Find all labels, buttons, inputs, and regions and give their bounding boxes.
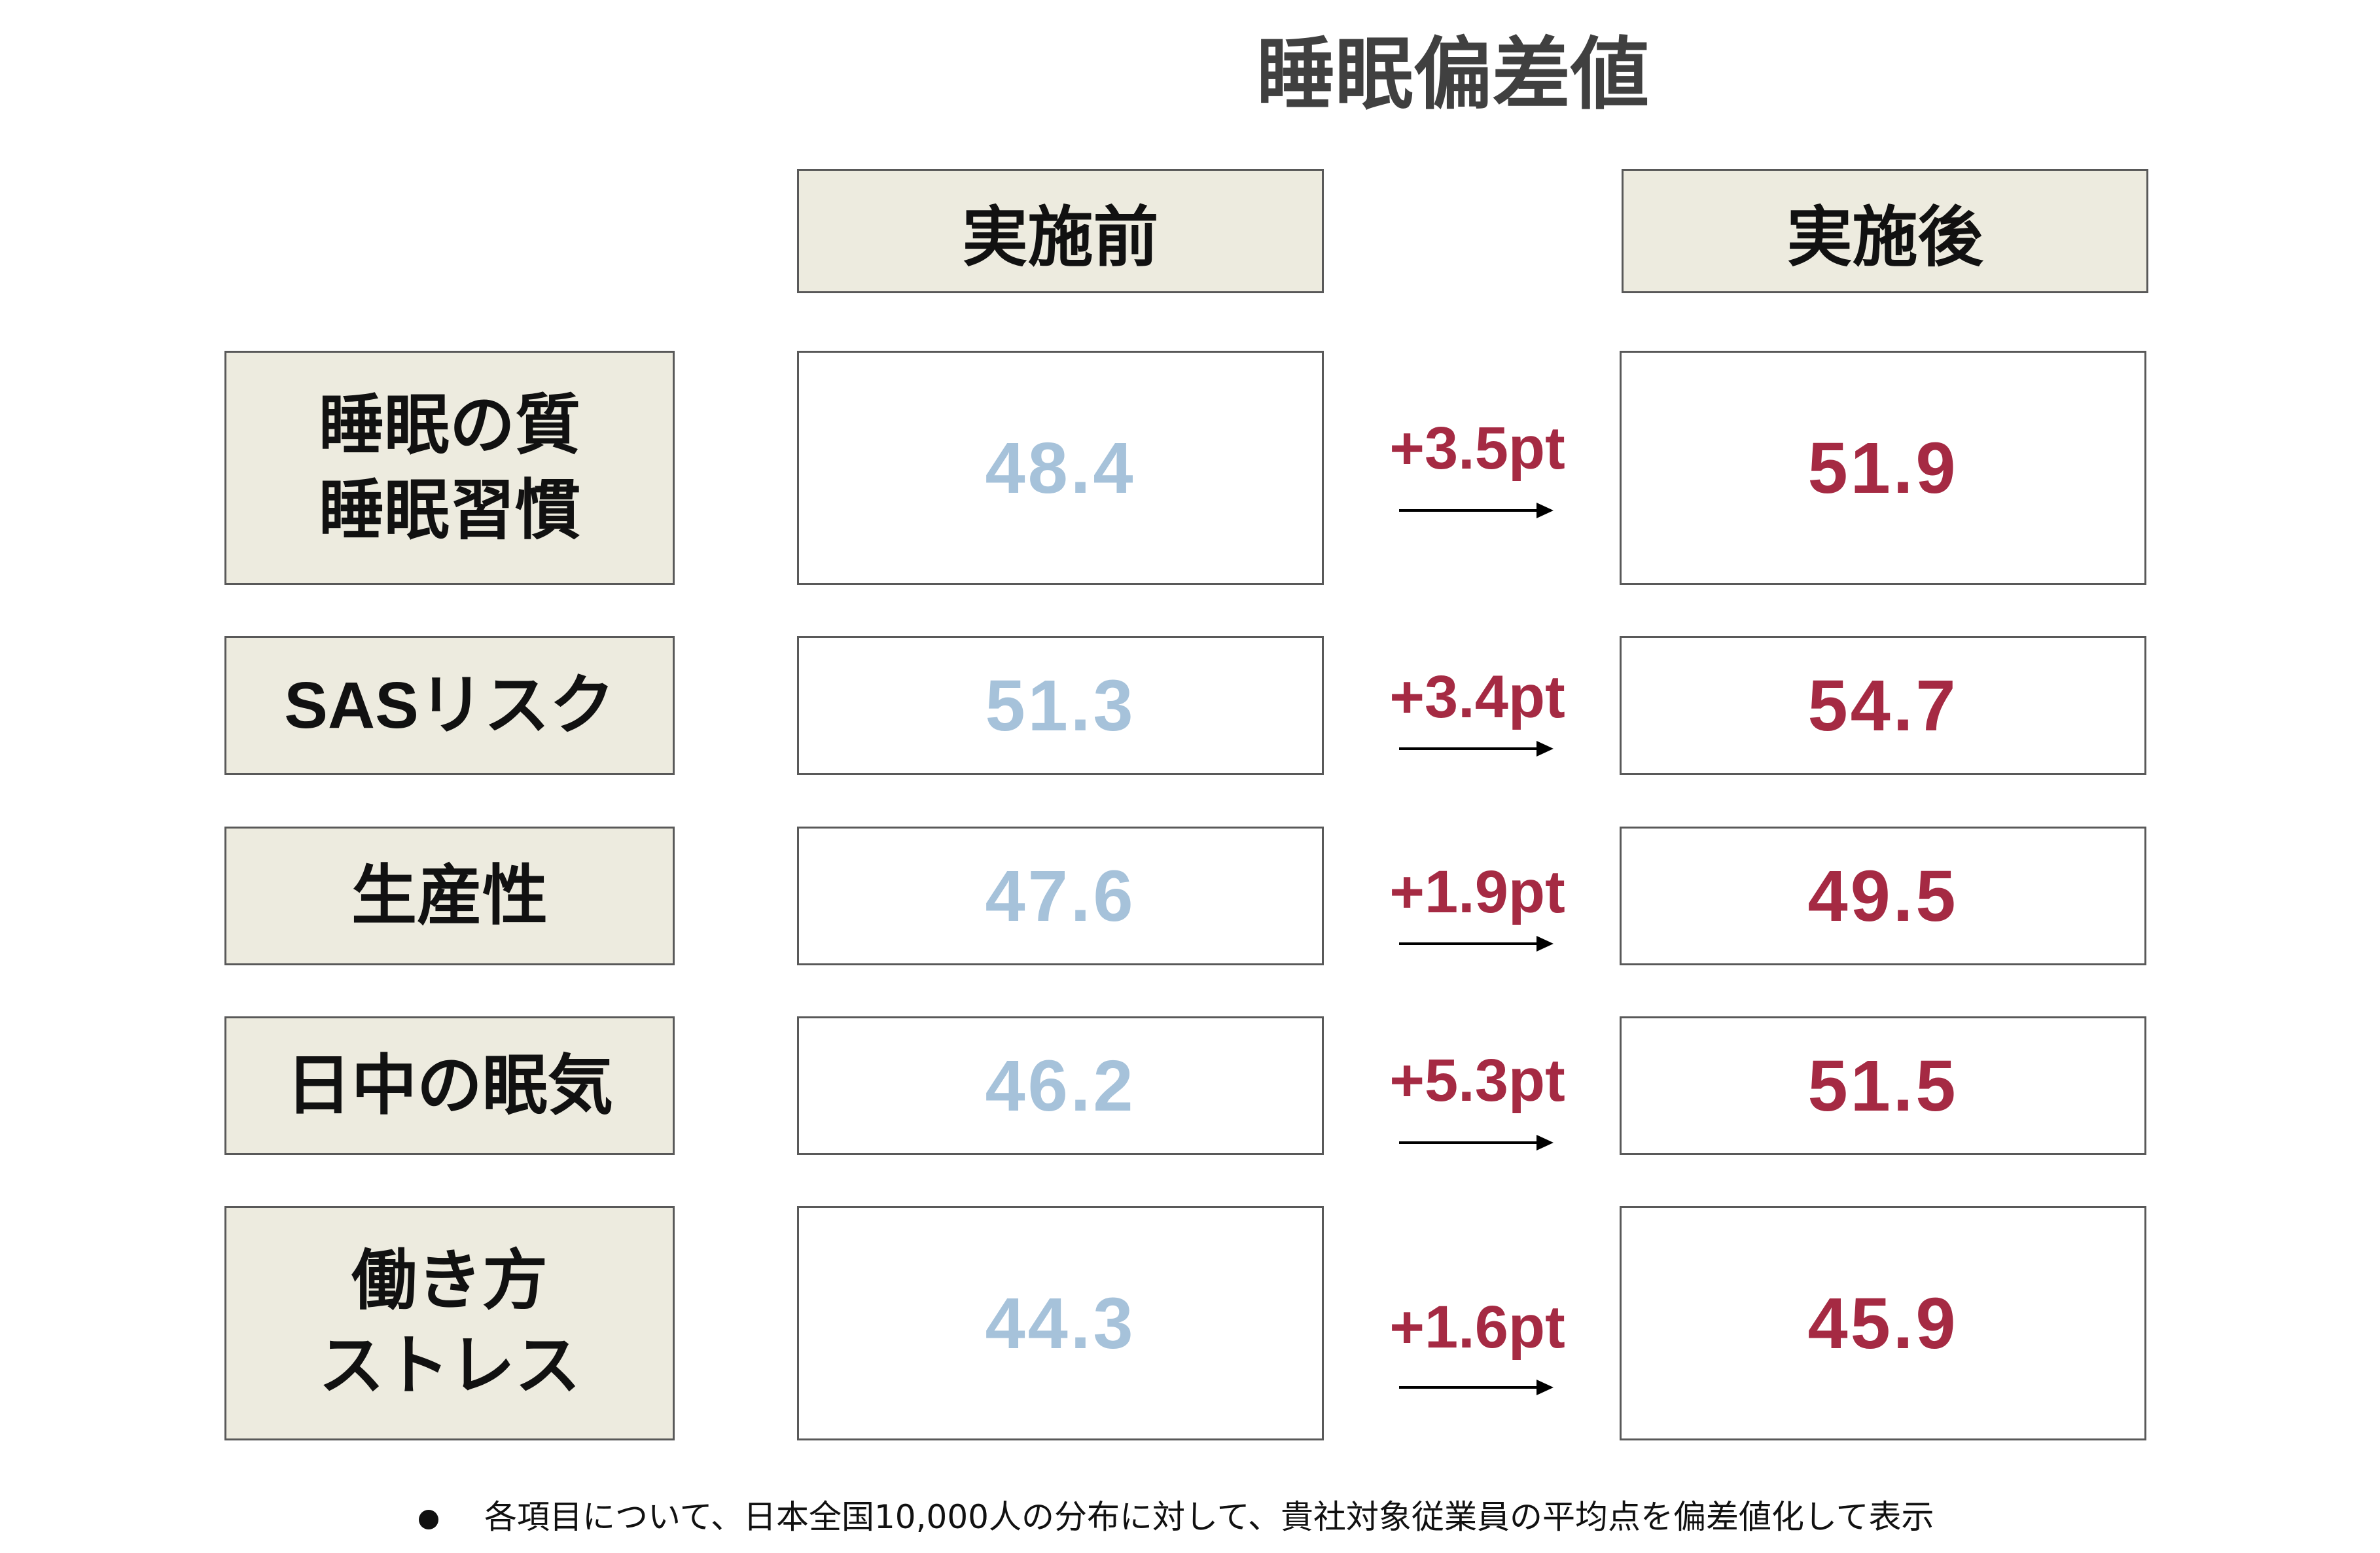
- before-value: 48.4: [797, 351, 1324, 585]
- row-label-line: 睡眠の質: [319, 387, 580, 463]
- footnote-text: 各項目について、日本全国10,000人の分布に対して、貴社対象従業員の平均点を偏…: [484, 1498, 1934, 1536]
- arrow-icon: [1399, 1141, 1540, 1144]
- row-label-line: 日中の眠気: [286, 1047, 613, 1124]
- delta-label: +1.6pt: [1389, 1294, 1565, 1361]
- after-value: 49.5: [1620, 827, 2146, 965]
- before-value: 44.3: [797, 1206, 1324, 1440]
- column-header-before: 実施前: [797, 169, 1324, 293]
- page-title: 睡眠偏差値: [1256, 29, 1649, 120]
- before-value: 46.2: [797, 1016, 1324, 1155]
- arrow-head-icon: [1536, 936, 1554, 952]
- arrow-head-icon: [1536, 1135, 1554, 1151]
- delta-label: +1.9pt: [1389, 859, 1565, 925]
- column-header-after: 実施後: [1622, 169, 2148, 293]
- arrow-head-icon: [1536, 741, 1554, 757]
- arrow-head-icon: [1536, 503, 1554, 518]
- arrow-icon: [1399, 1386, 1540, 1389]
- row-label-sas-risk: SASリスク: [224, 636, 675, 775]
- row-label-line: ストレス: [319, 1327, 580, 1404]
- delta-label: +3.5pt: [1389, 415, 1565, 482]
- after-value: 54.7: [1620, 636, 2146, 775]
- arrow-icon: [1399, 509, 1540, 512]
- delta-label: +3.4pt: [1389, 664, 1565, 730]
- row-label-line: 生産性: [351, 857, 548, 934]
- after-value: 51.5: [1620, 1016, 2146, 1155]
- arrow-icon: [1399, 747, 1540, 750]
- delta-label: +5.3pt: [1389, 1047, 1565, 1114]
- row-label-line: 睡眠習慣: [319, 472, 580, 548]
- before-value: 51.3: [797, 636, 1324, 775]
- arrow-icon: [1399, 942, 1540, 945]
- before-value: 47.6: [797, 827, 1324, 965]
- row-label-productivity: 生産性: [224, 827, 675, 965]
- after-value: 51.9: [1620, 351, 2146, 585]
- arrow-head-icon: [1536, 1380, 1554, 1395]
- row-label-work-stress: 働き方 ストレス: [224, 1206, 675, 1440]
- row-label-line: 働き方: [351, 1242, 548, 1319]
- after-value: 45.9: [1620, 1206, 2146, 1440]
- bullet-icon: [419, 1509, 438, 1529]
- row-label-daytime-sleepiness: 日中の眠気: [224, 1016, 675, 1155]
- footnote: 各項目について、日本全国10,000人の分布に対して、貴社対象従業員の平均点を偏…: [419, 1491, 1989, 1543]
- row-label-line: SASリスク: [284, 669, 615, 742]
- row-label-sleep-quality: 睡眠の質 睡眠習慣: [224, 351, 675, 585]
